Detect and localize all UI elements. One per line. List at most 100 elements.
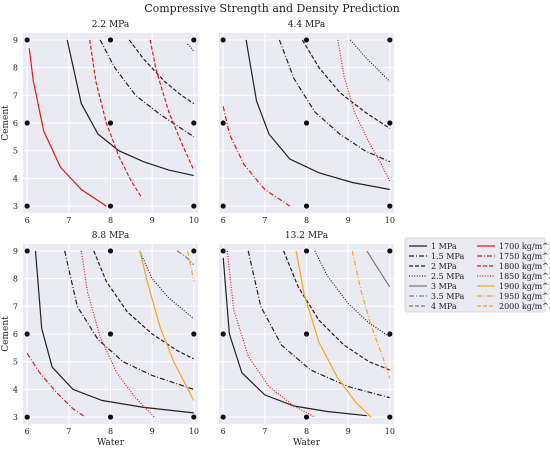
y-tick-label: 6 [13,119,18,128]
x-tick-label: 10 [385,427,395,436]
panel-3: 8.8 MPa 6 7 8 9 10 3 4 5 6 7 8 9 Cement Water [1,231,199,448]
series-line [366,250,391,288]
data-point [303,414,310,420]
data-point [107,120,114,126]
data-point [191,414,197,420]
series-line [89,39,143,199]
series-line [149,39,195,171]
x-tick-label: 9 [150,216,155,225]
legend-label: 1.5 MPa [431,252,464,261]
series-line [295,250,372,418]
legend-item: 1 MPa [409,242,457,251]
series-line [245,39,390,191]
x-tick-label: 7 [262,427,267,436]
legend-label: 1750 kg/m^3 [499,252,550,261]
data-point [220,120,226,126]
legend-label: 1800 kg/m^3 [499,262,550,271]
x-tick-label: 8 [304,427,309,436]
data-point [24,203,30,209]
legend-item: 2 MPa [409,262,457,271]
legend-label: 2 MPa [431,262,457,271]
legend-item: 2000 kg/m^3 [477,302,550,311]
legend-item: 3 MPa [409,282,457,291]
data-point [303,248,310,254]
y-tick-label: 8 [13,275,18,284]
panel-4: 13.2 MPa 6 7 8 9 10 Water [219,231,395,448]
series-line [351,250,391,379]
data-point [387,203,393,209]
legend-box [404,237,546,313]
data-point [220,248,226,254]
series-line [222,106,291,207]
x-axis-label: Water [97,438,125,448]
data-point [191,203,197,209]
x-tick-label: 10 [385,216,395,225]
series-line [64,250,194,390]
series-line [222,257,367,417]
x-tick-label: 8 [108,216,113,225]
y-tick-label: 5 [13,358,18,367]
data-point [303,120,310,126]
series-line [314,250,391,338]
data-point [191,120,197,126]
y-tick-label: 7 [13,302,18,311]
data-point [191,331,197,337]
legend-label: 4 MPa [431,302,457,311]
series-line [283,250,391,371]
legend-label: 1850 kg/m^3 [499,272,550,281]
series-line [226,250,316,418]
panel-title: 2.2 MPa [92,20,130,30]
y-axis-label: Cement [1,316,11,352]
series-line [66,39,194,177]
data-point [303,331,310,337]
panel-title: 13.2 MPa [285,231,329,241]
x-tick-label: 6 [221,427,226,436]
data-point [107,331,114,337]
x-tick-label: 9 [150,427,155,436]
y-axis-label: Cement [1,105,11,141]
legend-item: 1750 kg/m^3 [477,252,550,261]
legend-item: 1700 kg/m^3 [477,242,550,251]
y-tick-label: 3 [13,202,18,211]
legend-item: 2.5 MPa [409,272,464,281]
legend-label: 2000 kg/m^3 [499,302,550,311]
legend-label: 1 MPa [431,242,457,251]
data-point [387,331,393,337]
data-point [303,203,310,209]
data-point [387,120,393,126]
data-point [220,37,226,43]
data-point [191,248,197,254]
series-line [187,250,195,282]
legend-label: 3 MPa [431,282,457,291]
legend-item: 1950 kg/m^3 [477,292,550,301]
data-point [303,37,310,43]
x-tick-label: 10 [189,216,199,225]
data-point [220,414,226,420]
data-point [24,331,30,337]
data-point [387,37,393,43]
x-tick-label: 6 [221,216,226,225]
x-tick-label: 8 [108,427,113,436]
panel-1: 2.2 MPa 6 7 8 9 10 3 4 5 6 7 8 9 Cement [1,20,199,225]
x-tick-label: 6 [25,216,30,225]
y-tick-label: 4 [13,385,18,394]
legend-item: 3.5 MPa [409,292,464,301]
panel-title: 8.8 MPa [92,231,130,241]
y-tick-label: 6 [13,330,18,339]
legend-item: 1.5 MPa [409,252,464,261]
legend-label: 3.5 MPa [431,292,464,301]
series-line [99,39,195,138]
x-tick-label: 9 [346,427,351,436]
series-line [34,250,194,414]
series-line [278,39,391,163]
data-point [107,414,114,420]
y-tick-label: 7 [13,91,18,100]
series-line [28,48,107,207]
data-point [387,248,393,254]
legend-item: 1850 kg/m^3 [477,272,550,281]
legend-item: 4 MPa [409,302,457,311]
x-tick-label: 7 [262,216,267,225]
chart-title: Compressive Strength and Density Predict… [144,2,400,15]
legend-label: 1700 kg/m^3 [499,242,550,251]
